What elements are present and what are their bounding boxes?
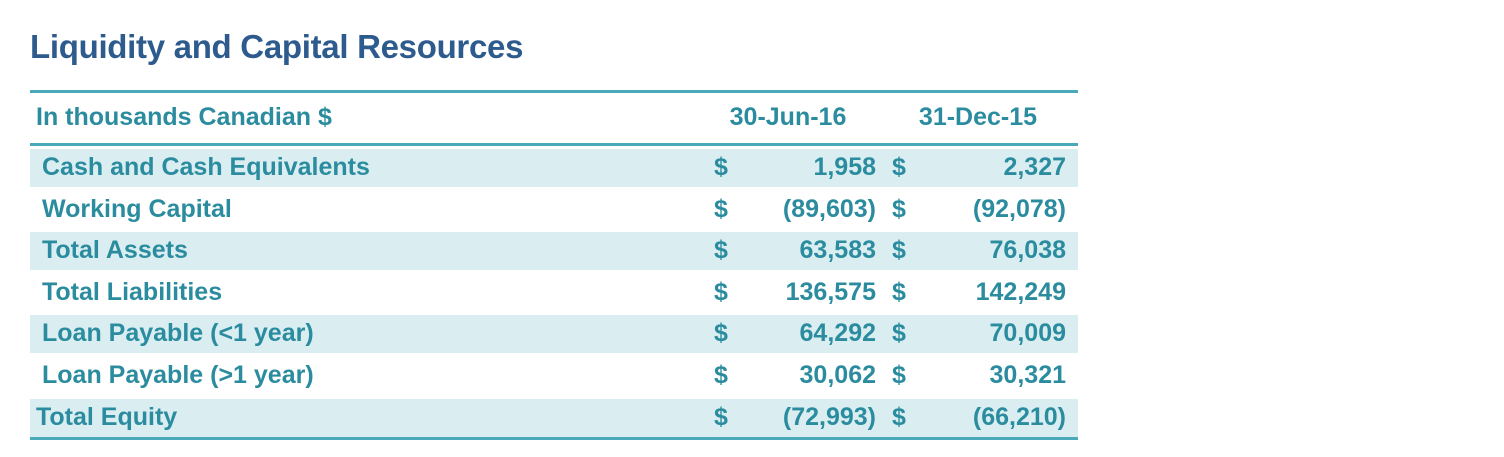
table-top-rule xyxy=(30,90,1078,93)
value-30-jun-16: (72,993) xyxy=(782,402,876,431)
currency-symbol: $ xyxy=(892,319,906,348)
currency-symbol: $ xyxy=(714,360,728,389)
row-label: Total Assets xyxy=(42,236,188,265)
value-31-dec-15: 70,009 xyxy=(989,319,1066,348)
value-31-dec-15: 30,321 xyxy=(989,360,1066,389)
row-label: Working Capital xyxy=(42,194,232,223)
value-30-jun-16: (89,603) xyxy=(782,194,876,223)
table-header: In thousands Canadian $ 30-Jun-16 31-Dec… xyxy=(30,93,1078,143)
currency-symbol: $ xyxy=(892,153,906,181)
currency-symbol: $ xyxy=(714,236,728,265)
row-label: Loan Payable (>1 year) xyxy=(42,360,314,389)
value-31-dec-15: 2,327 xyxy=(1003,153,1066,181)
currency-symbol: $ xyxy=(892,277,906,306)
value-31-dec-15: 76,038 xyxy=(989,236,1066,265)
table-row: Total Assets $ 63,583 $ 76,038 xyxy=(30,230,1078,272)
column-header-30-jun-16: 30-Jun-16 xyxy=(729,103,847,131)
currency-symbol: $ xyxy=(714,153,728,181)
currency-symbol: $ xyxy=(714,277,728,306)
currency-symbol: $ xyxy=(892,194,906,223)
currency-symbol: $ xyxy=(714,194,728,223)
table-bottom-rule xyxy=(30,437,1078,440)
table-row: Cash and Cash Equivalents $ 1,958 $ 2,32… xyxy=(30,147,1078,189)
value-31-dec-15: 142,249 xyxy=(975,277,1066,306)
page-title: Liquidity and Capital Resources xyxy=(30,28,524,65)
table-header-rule xyxy=(30,143,1078,146)
currency-symbol: $ xyxy=(892,236,906,265)
row-label: Cash and Cash Equivalents xyxy=(42,153,370,181)
value-31-dec-15: (66,210) xyxy=(972,402,1066,431)
row-label: Loan Payable (<1 year) xyxy=(42,319,314,348)
table-row: Total Liabilities $ 136,575 $ 142,249 xyxy=(30,272,1078,314)
table-body: Cash and Cash Equivalents $ 1,958 $ 2,32… xyxy=(30,147,1078,438)
value-30-jun-16: 30,062 xyxy=(799,360,876,389)
value-30-jun-16: 1,958 xyxy=(813,153,876,181)
column-header-31-dec-15: 31-Dec-15 xyxy=(918,103,1038,131)
table-row: Loan Payable (>1 year) $ 30,062 $ 30,321 xyxy=(30,355,1078,397)
value-30-jun-16: 63,583 xyxy=(799,236,876,265)
value-30-jun-16: 136,575 xyxy=(785,277,876,306)
table-row: Loan Payable (<1 year) $ 64,292 $ 70,009 xyxy=(30,313,1078,355)
table-row: Working Capital $ (89,603) $ (92,078) xyxy=(30,189,1078,231)
currency-symbol: $ xyxy=(892,360,906,389)
currency-symbol: $ xyxy=(892,402,906,431)
value-30-jun-16: 64,292 xyxy=(799,319,876,348)
row-label: Total Equity xyxy=(36,402,178,431)
row-label: Total Liabilities xyxy=(42,277,223,306)
value-31-dec-15: (92,078) xyxy=(972,194,1066,223)
table-caption: In thousands Canadian $ xyxy=(36,103,332,131)
currency-symbol: $ xyxy=(714,319,728,348)
table-row-total: Total Equity $ (72,993) $ (66,210) xyxy=(30,397,1078,439)
currency-symbol: $ xyxy=(714,402,728,431)
